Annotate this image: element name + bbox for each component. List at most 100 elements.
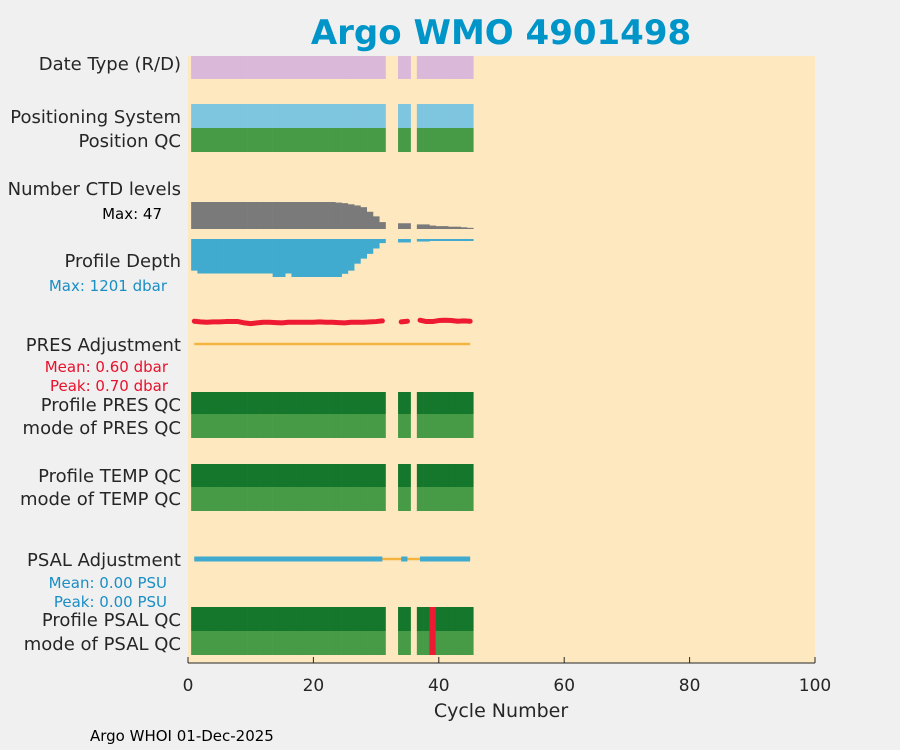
profile-depth-bar-7 (228, 239, 236, 274)
ctd-levels-bar-28 (360, 207, 367, 229)
ctd-levels-bar-2 (197, 202, 204, 229)
date-type-cycle-38 (423, 56, 430, 79)
position-qc-cycle-38 (423, 128, 430, 152)
profile-depth-bar-11 (253, 239, 261, 274)
mode-psal-qc-cycle-10 (247, 631, 255, 655)
position-qc-cycle-21 (316, 128, 324, 152)
row-labels: Date Type (R/D) Positioning System Posit… (8, 54, 181, 655)
position-qc-cycle-45 (467, 128, 474, 152)
date-type-cycle-35 (404, 56, 411, 79)
positioning-system-cycle-14 (272, 104, 280, 128)
mode-psal-qc-cycle-14 (272, 631, 280, 655)
ctd-levels-bar-14 (272, 202, 280, 229)
profile-psal-qc-cycle-17 (291, 607, 299, 631)
profile-temp-qc-cycle-19 (303, 464, 311, 487)
mode-temp-qc-cycle-39 (429, 487, 436, 511)
row-label-profile-temp-qc: Profile TEMP QC (38, 466, 181, 487)
profile-temp-qc-cycle-15 (278, 464, 286, 487)
mode-pres-qc-cycle-27 (354, 414, 361, 438)
profile-psal-qc-cycle-26 (347, 607, 355, 631)
ctd-levels-bar-27 (354, 205, 361, 229)
profile-pres-qc-cycle-10 (247, 392, 255, 414)
mode-temp-qc-cycle-40 (435, 487, 443, 511)
position-qc-cycle-13 (266, 128, 273, 152)
profile-pres-qc-cycle-28 (360, 392, 367, 414)
profile-depth-bar-4 (209, 239, 217, 274)
position-qc-cycle-3 (203, 128, 211, 152)
profile-pres-qc-cycle-39 (429, 392, 436, 414)
chart-marks (191, 56, 474, 655)
profile-psal-qc-cycle-30 (372, 607, 380, 631)
profile-temp-qc-cycle-28 (360, 464, 367, 487)
pres-adjustment-line-3 (417, 317, 473, 325)
profile-depth-bar-25 (341, 239, 349, 274)
date-type-cycle-41 (441, 56, 449, 79)
date-type-cycle-1 (191, 56, 198, 79)
mode-psal-qc-cycle-35 (404, 631, 411, 655)
positioning-system-cycle-35 (404, 104, 411, 128)
profile-pres-qc-cycle-27 (354, 392, 361, 414)
positioning-system-row (191, 104, 474, 128)
ctd-levels-bar-15 (278, 202, 286, 229)
positioning-system-cycle-2 (197, 104, 204, 128)
positioning-system-cycle-10 (247, 104, 255, 128)
positioning-system-cycle-27 (354, 104, 361, 128)
positioning-system-cycle-5 (216, 104, 223, 128)
position-qc-cycle-26 (347, 128, 355, 152)
positioning-system-cycle-23 (329, 104, 336, 128)
position-qc-cycle-40 (435, 128, 443, 152)
positioning-system-cycle-29 (366, 104, 374, 128)
profile-depth-bar-6 (222, 239, 230, 274)
mode-temp-qc-cycle-15 (278, 487, 286, 511)
profile-psal-qc-cycle-42 (448, 607, 455, 631)
ctd-levels-bar-20 (310, 202, 317, 229)
date-type-cycle-17 (291, 56, 299, 79)
profile-depth-bar-12 (260, 239, 267, 274)
positioning-system-cycle-8 (235, 104, 242, 128)
date-type-cycle-8 (235, 56, 242, 79)
mode-psal-qc-cycle-29 (366, 631, 374, 655)
profile-psal-qc-cycle-7 (228, 607, 236, 631)
mode-pres-qc-cycle-4 (209, 414, 217, 438)
profile-depth-bar-24 (335, 239, 342, 277)
mode-temp-qc-cycle-30 (372, 487, 380, 511)
profile-psal-qc-cycle-38 (423, 607, 430, 631)
profile-pres-qc-cycle-17 (291, 392, 299, 414)
mode-pres-qc-cycle-38 (423, 414, 430, 438)
positioning-system-cycle-44 (460, 104, 468, 128)
mode-pres-qc-cycle-10 (247, 414, 255, 438)
ctd-levels-bar-41 (441, 226, 449, 229)
mode-pres-qc-cycle-5 (216, 414, 223, 438)
positioning-system-cycle-21 (316, 104, 324, 128)
profile-depth-bar-14 (272, 239, 280, 277)
mode-pres-qc-cycle-44 (460, 414, 468, 438)
mode-psal-qc-cycle-21 (316, 631, 324, 655)
profile-depth-bar-29 (366, 239, 374, 254)
positioning-system-cycle-16 (285, 104, 292, 128)
mode-psal-qc-cycle-43 (454, 631, 462, 655)
pres-adjustment-line-2 (398, 318, 410, 325)
profile-depth-bar-9 (241, 239, 248, 274)
profile-psal-qc-cycle-44 (460, 607, 468, 631)
ctd-levels-bar-18 (297, 202, 305, 229)
profile-depth-bar-44 (460, 239, 468, 241)
profile-pres-qc-cycle-22 (322, 392, 330, 414)
x-tick-label-60: 60 (553, 676, 575, 696)
position-qc-cycle-30 (372, 128, 380, 152)
mode-pres-qc-cycle-35 (404, 414, 411, 438)
profile-pres-qc-cycle-43 (454, 392, 462, 414)
mode-pres-qc-cycle-40 (435, 414, 443, 438)
profile-temp-qc-cycle-37 (416, 464, 424, 487)
profile-temp-qc-cycle-11 (253, 464, 261, 487)
profile-depth-bar-3 (203, 239, 211, 274)
ctd-levels-bar-40 (435, 226, 443, 229)
date-type-cycle-29 (366, 56, 374, 79)
profile-pres-qc-cycle-9 (241, 392, 248, 414)
profile-pres-qc-cycle-2 (197, 392, 204, 414)
profile-psal-qc-cycle-6 (222, 607, 230, 631)
ctd-levels-bar-4 (209, 202, 217, 229)
mode-temp-qc-cycle-35 (404, 487, 411, 511)
position-qc-cycle-2 (197, 128, 204, 152)
x-axis-label: Cycle Number (434, 700, 568, 722)
positioning-system-cycle-25 (341, 104, 349, 128)
